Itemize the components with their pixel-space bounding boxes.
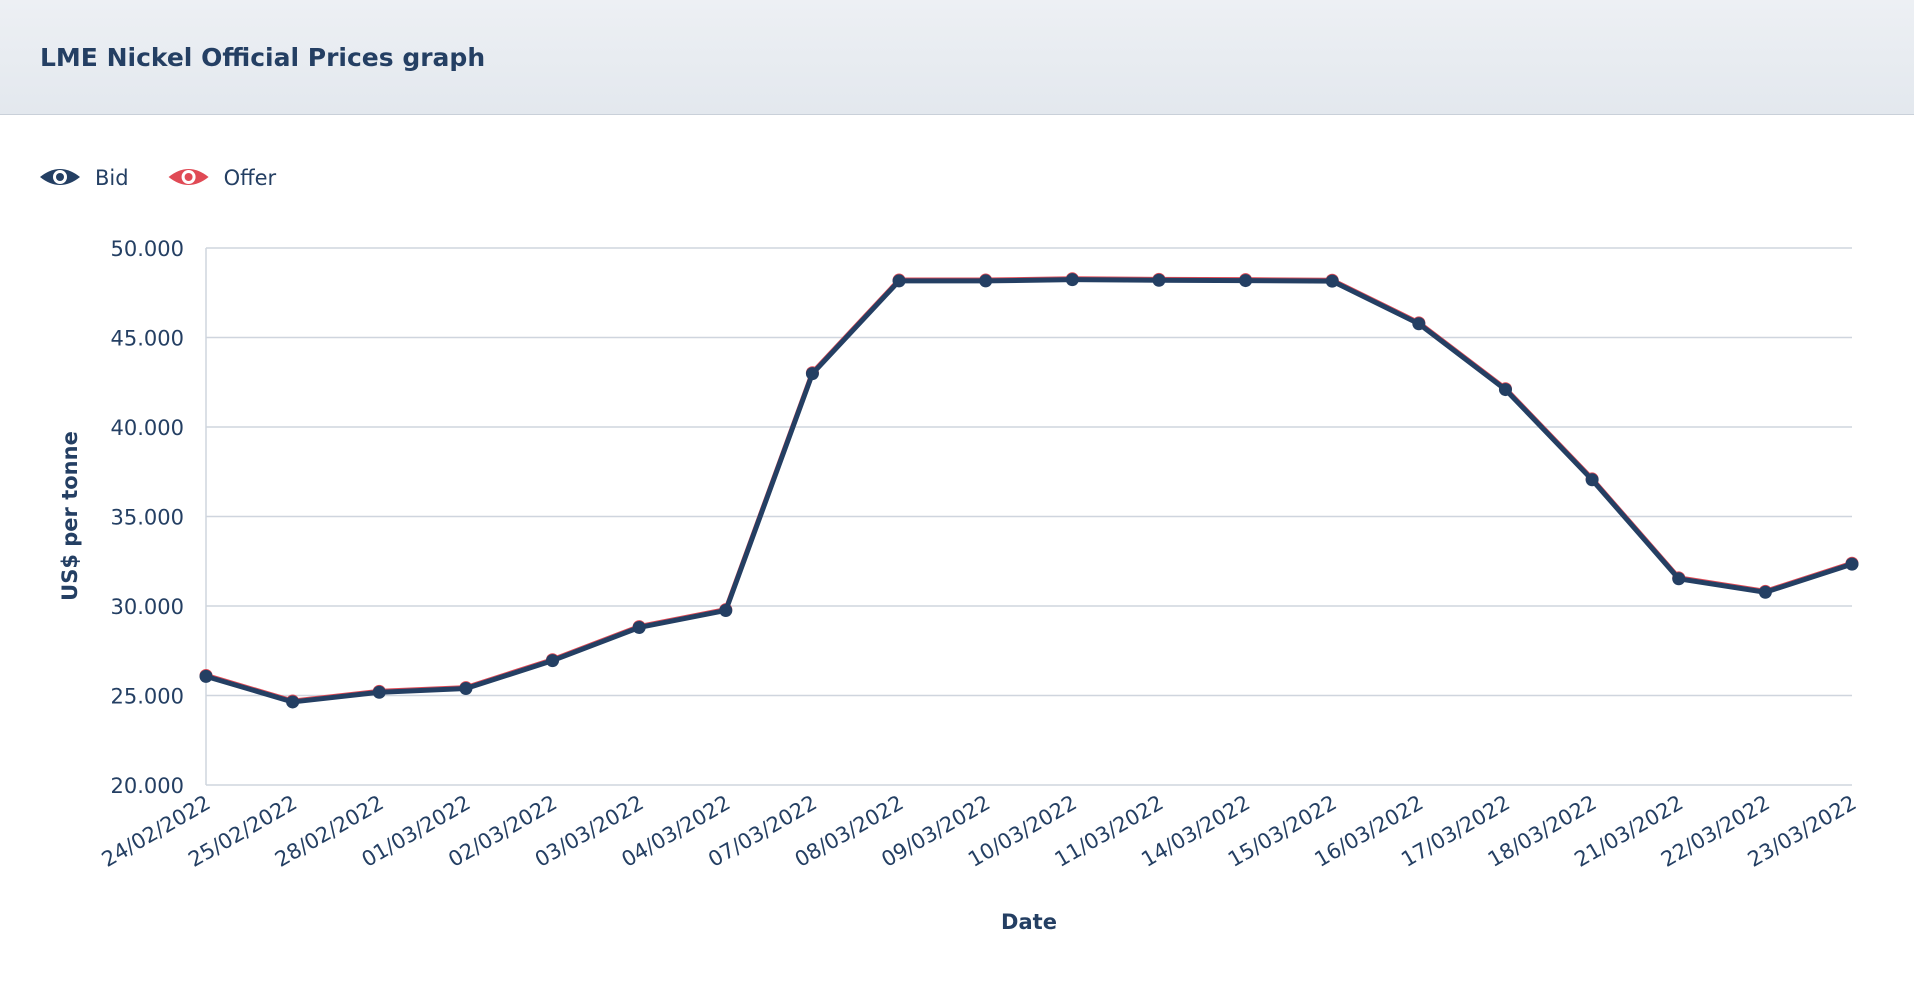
legend-item[interactable]: Bid <box>40 166 129 190</box>
data-point <box>1585 473 1599 487</box>
y-tick-label: 45.000 <box>111 327 184 351</box>
data-point <box>372 685 386 699</box>
y-tick-label: 50.000 <box>111 237 184 261</box>
data-point <box>719 603 733 617</box>
legend-label: Offer <box>224 166 277 190</box>
series-line <box>205 276 1853 704</box>
legend-item[interactable]: Offer <box>168 166 277 190</box>
data-point <box>1065 273 1079 287</box>
data-point <box>1325 274 1339 288</box>
data-point <box>459 682 473 696</box>
y-tick-label: 25.000 <box>111 685 184 709</box>
y-axis-title: US$ per tonne <box>58 431 82 601</box>
header: LME Nickel Official Prices graph <box>0 0 1914 115</box>
legend-label: Bid <box>95 166 129 190</box>
data-point <box>199 669 213 683</box>
data-point <box>1672 572 1686 586</box>
y-tick-label: 35.000 <box>111 506 184 530</box>
data-point <box>632 620 646 634</box>
data-point <box>1152 273 1166 287</box>
y-tick-label: 40.000 <box>111 416 184 440</box>
series-line <box>205 277 1853 705</box>
data-point <box>1412 317 1426 331</box>
data-point <box>892 274 906 288</box>
legend-icon-iris <box>184 173 193 181</box>
header-title: LME Nickel Official Prices graph <box>40 43 486 72</box>
data-point <box>979 274 993 288</box>
x-axis-title: Date <box>1001 910 1057 934</box>
legend-icon-iris <box>56 173 64 181</box>
data-point <box>286 695 300 709</box>
data-point <box>546 654 560 668</box>
y-tick-label: 20.000 <box>111 774 184 798</box>
data-point <box>1758 585 1772 599</box>
data-point <box>805 367 819 381</box>
data-point <box>1239 274 1253 288</box>
chart: Date US$ per tonne 20.000 25.000 30.000 35.… <box>40 166 1861 934</box>
y-tick-label: 30.000 <box>111 595 184 619</box>
data-point <box>1498 383 1512 397</box>
data-point <box>1845 557 1859 571</box>
